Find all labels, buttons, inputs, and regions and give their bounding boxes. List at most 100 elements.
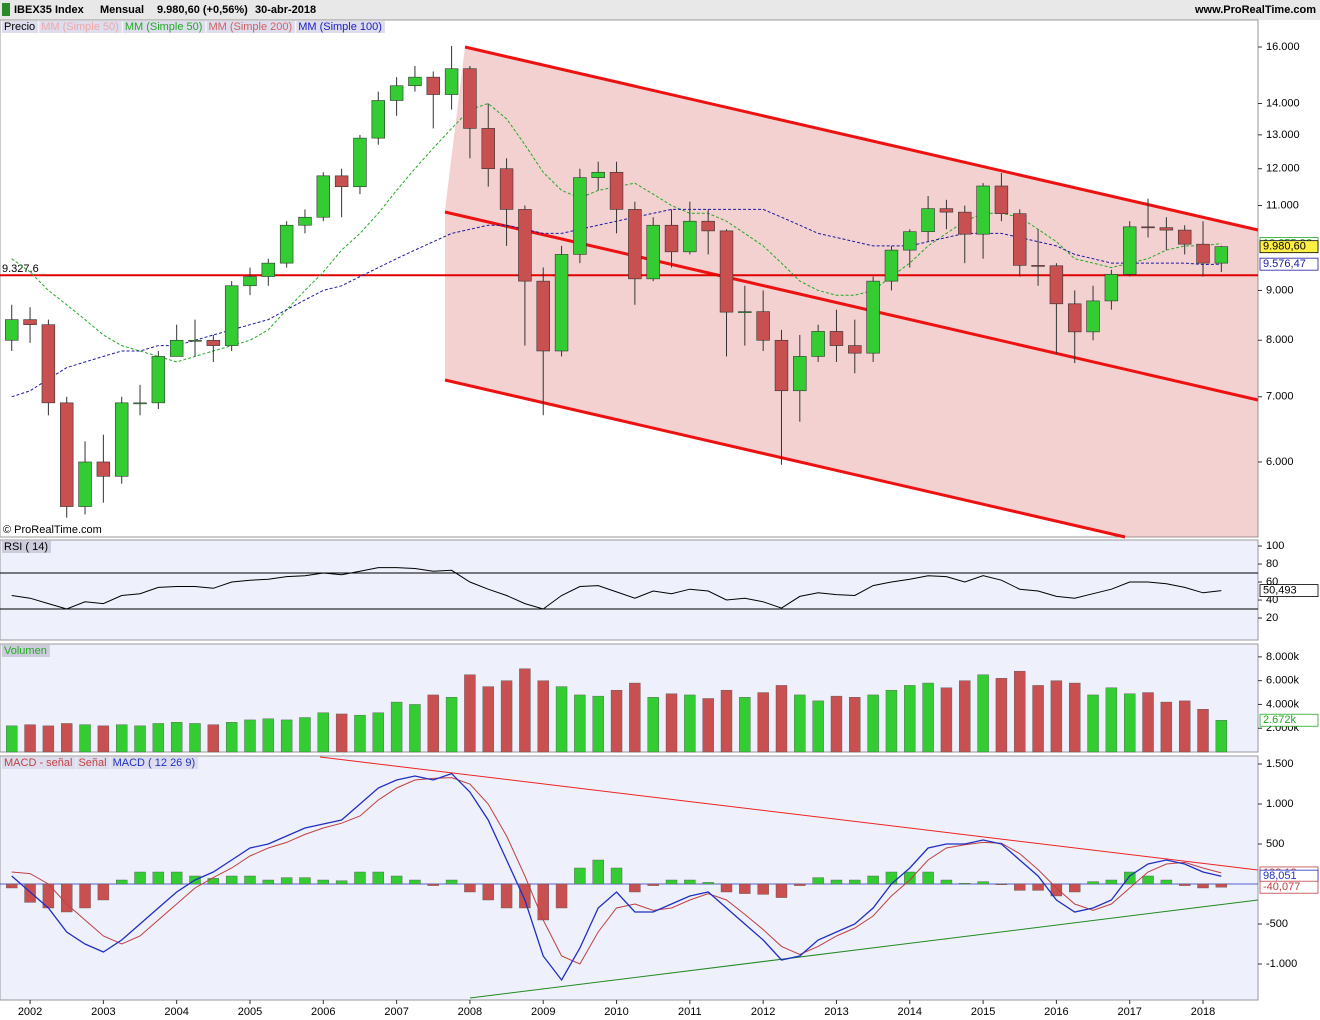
candle-body: [389, 85, 404, 101]
candle-body: [738, 311, 752, 313]
histogram-bar: [1178, 883, 1191, 886]
histogram-bar: [519, 883, 531, 909]
histogram-bar: [409, 879, 421, 885]
site: www.ProRealTime.com: [1194, 4, 1316, 16]
volume-bar: [574, 694, 586, 753]
candle-body: [829, 331, 844, 346]
candle-body: [114, 402, 129, 477]
legend-entry: MM (Simple 50): [125, 21, 203, 33]
legend-entry: MACD ( 12 26 9): [113, 757, 196, 769]
candle-body: [1122, 226, 1137, 275]
candle-body: [994, 185, 1009, 214]
histogram-bar: [1197, 883, 1209, 889]
volume-bar: [959, 680, 971, 753]
volume-bar: [262, 718, 275, 753]
candle-body: [279, 224, 294, 264]
last-value-box: [1259, 257, 1319, 271]
rsi-panel: [0, 539, 1259, 641]
histogram-bar: [464, 883, 476, 893]
volume-bar: [1215, 720, 1228, 753]
volume-bar: [464, 674, 476, 753]
histogram-bar: [959, 883, 971, 885]
candle-body: [224, 285, 239, 346]
watermark: © ProRealTime.com: [3, 524, 102, 536]
volume-bar: [555, 686, 568, 753]
histogram-bar: [115, 879, 128, 885]
volume-bar: [390, 701, 403, 753]
legend-box: [110, 757, 199, 769]
volume-bar: [134, 725, 146, 753]
candle-body: [59, 402, 74, 507]
y-tick-label: 100: [1266, 540, 1284, 552]
last-value-label: 98,051: [1263, 870, 1297, 882]
volume-bar: [1087, 694, 1099, 753]
volume-bar: [519, 668, 531, 753]
candle-body: [1049, 265, 1064, 305]
legend-box: [76, 757, 110, 769]
candle-body: [518, 209, 532, 282]
histogram-bar: [849, 879, 861, 885]
volume-bar: [647, 697, 659, 753]
candle-body: [316, 175, 331, 218]
histogram-bar: [775, 883, 788, 898]
histogram-bar: [794, 883, 806, 886]
support-label: 9.327,6: [2, 263, 39, 275]
panel-title-box: [2, 645, 50, 657]
volume-bar: [665, 693, 678, 753]
candle-body: [408, 76, 422, 87]
candle-body: [151, 356, 166, 404]
histogram-bar: [1215, 883, 1228, 888]
candle-body: [41, 324, 56, 404]
x-tick-label: 2004: [164, 1006, 188, 1018]
candle-body: [206, 339, 221, 346]
x-tick-label: 2003: [91, 1006, 115, 1018]
histogram-bar: [427, 883, 439, 886]
legend-entry: Señal: [78, 757, 106, 769]
legend-entry: MM (Simple 200): [208, 21, 292, 33]
volume-bar: [42, 725, 55, 753]
x-tick-label: 2009: [531, 1006, 555, 1018]
volume-bar: [207, 724, 220, 753]
candle-body: [756, 311, 770, 341]
last-value-box: [1259, 584, 1319, 597]
histogram-bar: [977, 881, 989, 885]
histogram-bar: [629, 883, 641, 893]
legend-entry: Precio: [4, 21, 35, 33]
volume-bar: [170, 722, 183, 753]
volume-bar: [409, 704, 421, 753]
candle-body: [1196, 243, 1210, 264]
volume-bar: [6, 725, 18, 753]
last-value-label: 9.576,47: [1263, 258, 1306, 270]
volume-bar: [354, 714, 366, 753]
x-tick-label: 2017: [1117, 1006, 1141, 1018]
candle-body: [1177, 229, 1192, 245]
candle-body: [1159, 227, 1174, 231]
histogram-bar: [445, 879, 458, 885]
x-tick-label: 2002: [18, 1006, 42, 1018]
x-tick-label: 2013: [824, 1006, 848, 1018]
volume-bar: [115, 724, 128, 753]
y-tick-label: 8.000k: [1266, 651, 1300, 663]
candle-body: [426, 76, 440, 95]
candle-body: [334, 175, 349, 188]
candle-body: [591, 171, 605, 178]
y-tick-label: -500: [1266, 918, 1288, 930]
candle-body: [1031, 265, 1045, 267]
panel-title: Volumen: [4, 645, 47, 657]
histogram-bar: [482, 883, 494, 901]
histogram-bar: [1050, 883, 1063, 897]
y-tick-label: -1.000: [1266, 958, 1297, 970]
panel-title-box: [2, 541, 52, 553]
candle-body: [298, 216, 312, 226]
quote: 9.980,60 (+0,56%): [157, 4, 248, 16]
y-tick-label: 14.000: [1266, 97, 1300, 109]
histogram-bar: [574, 867, 586, 885]
histogram-bar: [24, 883, 36, 903]
volume-bar: [372, 712, 384, 753]
candle-body: [1086, 300, 1100, 333]
candle-body: [444, 68, 459, 95]
y-tick-label: 8.000: [1266, 334, 1294, 346]
x-tick-label: 2012: [751, 1006, 775, 1018]
legend-box: [206, 21, 296, 33]
